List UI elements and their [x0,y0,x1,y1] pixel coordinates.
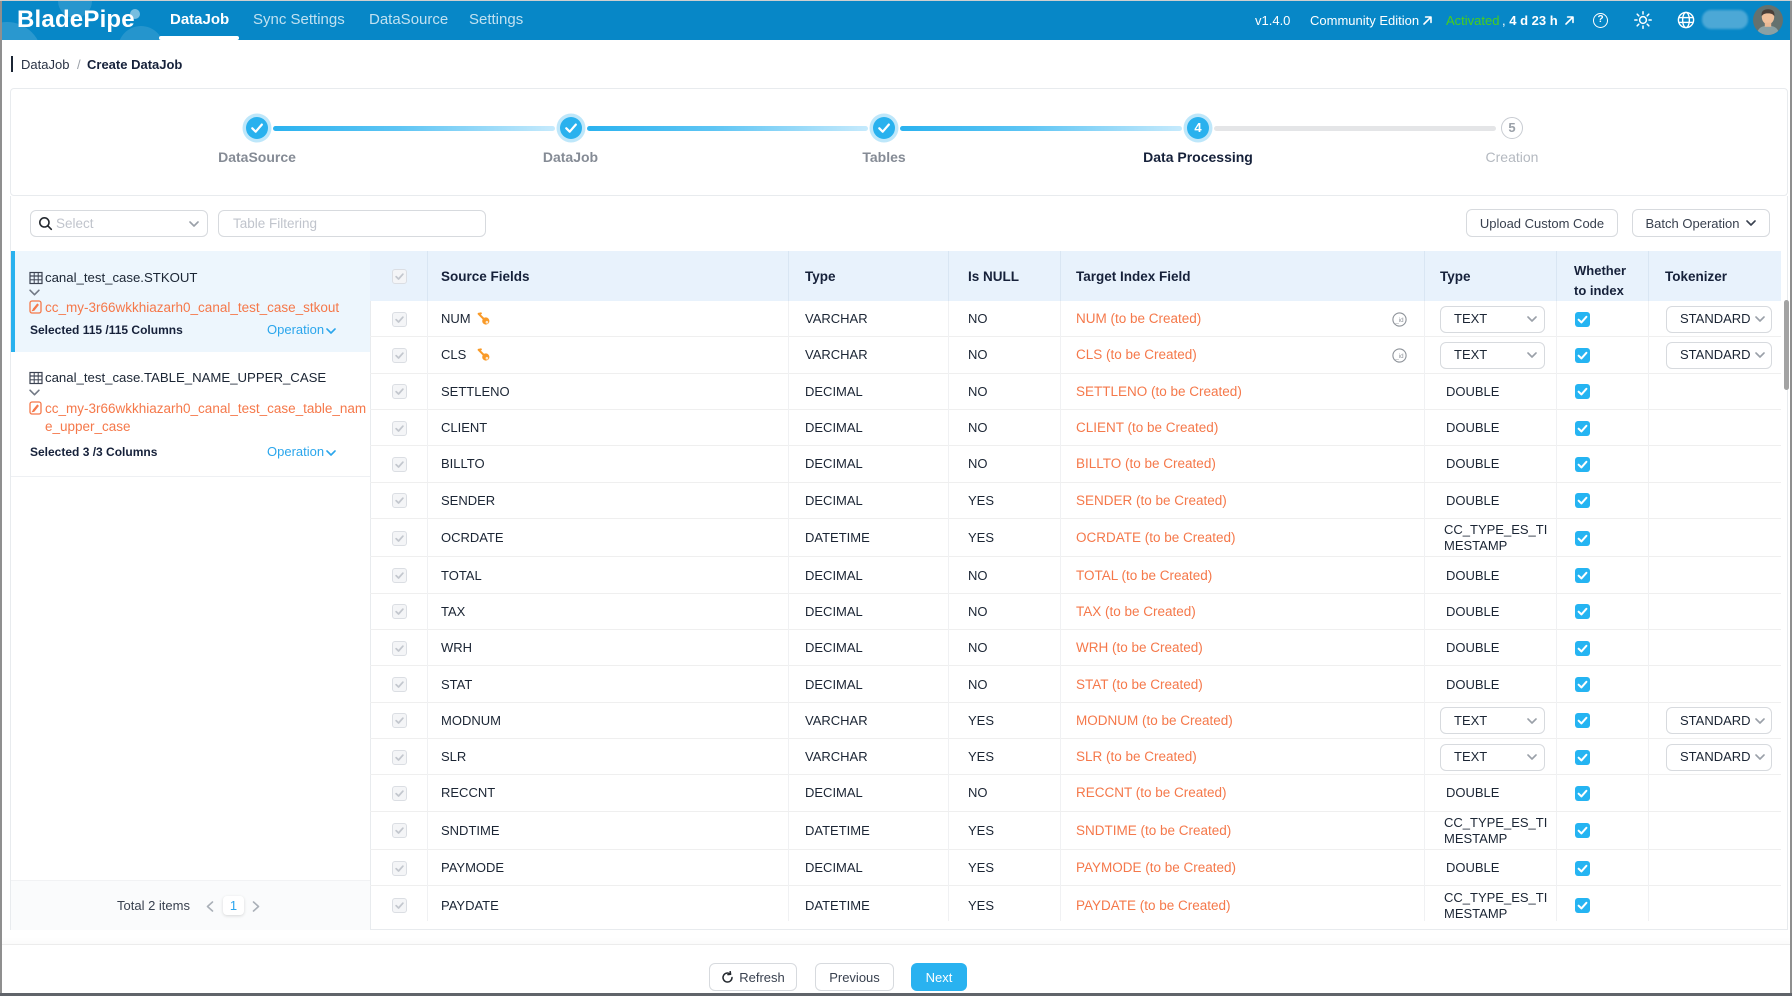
svg-text:_id: _id [1394,353,1404,360]
svg-text:_id: _id [1394,316,1404,323]
